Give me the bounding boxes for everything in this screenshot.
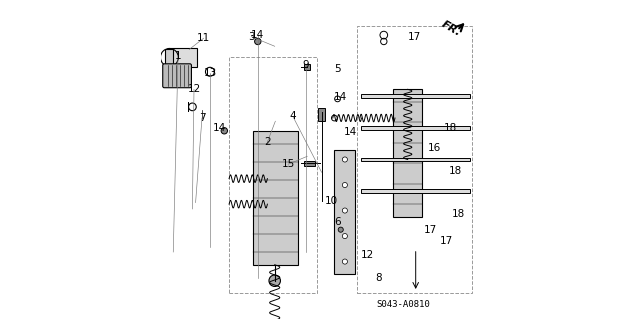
Text: 18: 18 xyxy=(444,122,458,133)
Bar xyxy=(304,64,310,70)
Text: 11: 11 xyxy=(197,33,210,43)
Circle shape xyxy=(342,259,348,264)
Text: 14: 14 xyxy=(344,127,357,137)
Polygon shape xyxy=(394,89,422,217)
FancyBboxPatch shape xyxy=(163,64,191,88)
Bar xyxy=(165,49,173,65)
Text: S043-A0810: S043-A0810 xyxy=(376,300,430,309)
Polygon shape xyxy=(168,48,197,67)
Text: 3: 3 xyxy=(248,32,255,42)
Text: 17: 17 xyxy=(424,225,436,235)
Text: FR.: FR. xyxy=(439,19,462,38)
Text: 5: 5 xyxy=(334,63,341,74)
Text: 7: 7 xyxy=(198,113,205,123)
Polygon shape xyxy=(253,131,298,265)
Circle shape xyxy=(342,157,348,162)
Text: 14: 14 xyxy=(334,92,348,102)
Polygon shape xyxy=(362,126,470,130)
Circle shape xyxy=(338,227,343,232)
Circle shape xyxy=(342,234,348,239)
Text: 18: 18 xyxy=(452,209,465,219)
Text: 1: 1 xyxy=(175,51,181,61)
Text: 14: 14 xyxy=(251,30,264,40)
Text: 12: 12 xyxy=(360,250,374,260)
Polygon shape xyxy=(362,158,470,161)
Circle shape xyxy=(342,208,348,213)
Polygon shape xyxy=(334,150,355,274)
Text: 4: 4 xyxy=(289,111,296,122)
Text: 15: 15 xyxy=(282,159,295,169)
Bar xyxy=(319,108,324,121)
Circle shape xyxy=(269,275,280,286)
Text: 10: 10 xyxy=(325,196,339,206)
Text: 13: 13 xyxy=(204,68,216,78)
Text: 14: 14 xyxy=(213,122,226,133)
Text: 6: 6 xyxy=(334,217,341,227)
Circle shape xyxy=(255,38,261,45)
Text: 18: 18 xyxy=(449,166,462,176)
Text: 16: 16 xyxy=(428,143,442,153)
Circle shape xyxy=(221,128,227,134)
Text: 17: 17 xyxy=(408,32,420,42)
Bar xyxy=(304,161,316,166)
Circle shape xyxy=(342,182,348,188)
Text: 8: 8 xyxy=(376,272,382,283)
Text: 9: 9 xyxy=(302,60,309,70)
Polygon shape xyxy=(362,94,470,98)
Polygon shape xyxy=(362,189,470,193)
Text: 17: 17 xyxy=(440,236,452,246)
Text: 2: 2 xyxy=(264,137,271,147)
Text: 12: 12 xyxy=(188,84,200,94)
